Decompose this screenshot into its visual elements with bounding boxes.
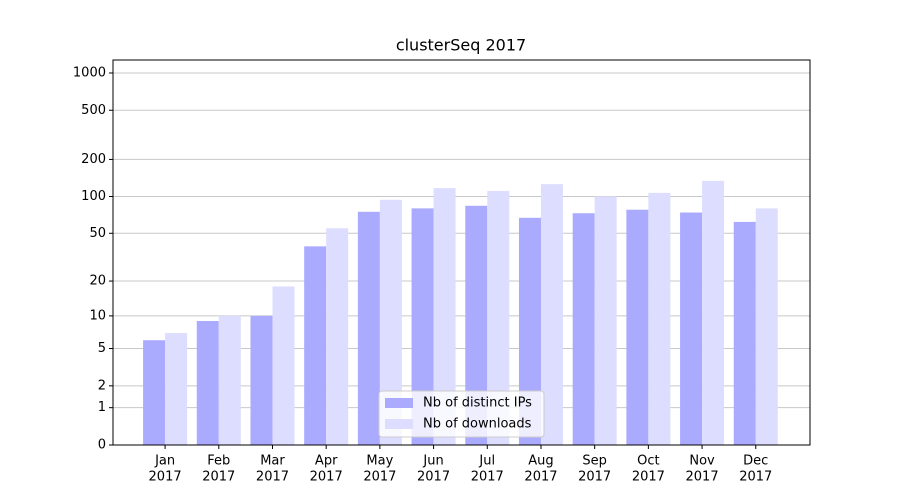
legend: Nb of distinct IPs Nb of downloads	[378, 390, 545, 438]
bar	[143, 340, 166, 445]
bar	[733, 221, 756, 445]
x-tick-label: Feb	[207, 454, 230, 469]
y-tick-label: 20	[89, 274, 106, 289]
bar	[357, 211, 380, 445]
bar	[433, 188, 456, 445]
bar	[594, 196, 617, 445]
x-tick-label: Mar	[260, 454, 285, 469]
x-tick-label: 2017	[310, 470, 343, 485]
y-tick-label: 100	[81, 189, 106, 204]
x-tick-label: 2017	[202, 470, 235, 485]
y-tick-label: 200	[81, 152, 106, 167]
x-tick-label: 2017	[417, 470, 450, 485]
x-tick-label: 2017	[524, 470, 557, 485]
x-tick-label: Oct	[637, 454, 659, 469]
bar	[250, 315, 273, 445]
x-tick-label: May	[366, 454, 393, 469]
y-tick-label: 0	[98, 438, 106, 453]
y-tick-label: 50	[89, 226, 106, 241]
legend-swatch	[385, 398, 413, 408]
bar	[680, 212, 703, 445]
bar	[304, 246, 327, 445]
y-tick-label: 1	[98, 400, 106, 415]
x-tick-label: 2017	[739, 470, 772, 485]
bar	[465, 205, 488, 445]
x-tick-label: Aug	[528, 454, 553, 469]
bar	[626, 209, 649, 445]
bar	[165, 333, 188, 445]
x-tick-label: Jul	[478, 454, 495, 469]
x-tick-label: 2017	[471, 470, 504, 485]
plot-frame	[112, 59, 811, 446]
legend-label: Nb of distinct IPs	[423, 396, 532, 411]
legend-box	[378, 390, 545, 438]
bar	[540, 184, 563, 445]
legend-swatch	[385, 419, 413, 429]
bar	[218, 315, 241, 445]
x-tick-label: Jun	[422, 454, 443, 469]
chart-title: clusterSeq 2017	[396, 36, 526, 55]
bar	[702, 180, 725, 445]
x-tick-label: 2017	[632, 470, 665, 485]
legend-label: Nb of downloads	[423, 417, 532, 432]
y-tick-label: 500	[81, 103, 106, 118]
bar	[648, 192, 671, 445]
bar	[272, 286, 295, 445]
x-tick-label: 2017	[686, 470, 719, 485]
x-tick-label: 2017	[256, 470, 289, 485]
bar	[487, 190, 510, 445]
x-tick-label: Sep	[582, 454, 607, 469]
bar	[572, 213, 595, 445]
x-tick-label: Nov	[689, 454, 715, 469]
x-tick-label: Dec	[743, 454, 768, 469]
y-tick-label: 10	[89, 308, 106, 323]
x-tick-label: Apr	[315, 454, 338, 469]
x-tick-label: Jan	[154, 454, 175, 469]
bar	[196, 321, 219, 445]
bar	[379, 199, 402, 445]
x-tick-label: 2017	[149, 470, 182, 485]
y-tick-label: 5	[98, 341, 106, 356]
bar	[518, 217, 541, 445]
x-tick-label: 2017	[363, 470, 396, 485]
bar	[755, 208, 778, 445]
bar	[326, 228, 349, 445]
y-tick-label: 2	[98, 378, 106, 393]
x-tick-label: 2017	[578, 470, 611, 485]
y-tick-label: 1000	[73, 65, 106, 80]
bar	[411, 208, 434, 445]
